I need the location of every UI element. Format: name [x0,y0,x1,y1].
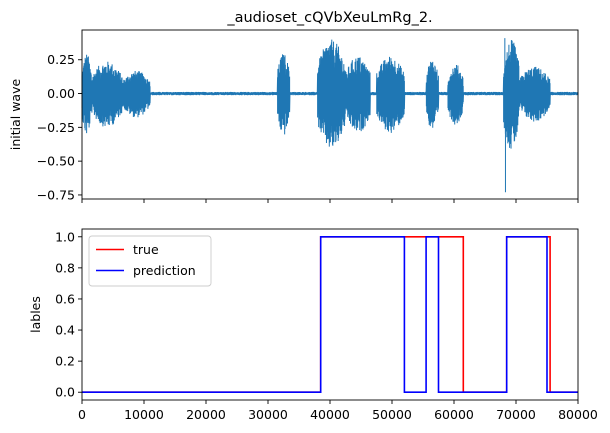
labels-y-axis-label: lables [28,296,43,333]
legend-label-prediction: prediction [133,263,196,278]
labels-subplot: 0.0 0.2 0.4 0.6 0.8 1.0 0 10000 20000 30000 40000… [28,228,598,422]
chart-title: _audioset_cQVbXeuLmRg_2. [226,10,432,26]
waveform-line [81,38,579,193]
labels-x-tick-label: 80000 [558,407,598,422]
legend: true prediction [88,235,212,287]
labels-y-tick-label: 0.8 [55,260,75,275]
labels-y-tick-label: 0.4 [55,323,75,338]
labels-x-tick-label: 0 [78,407,86,422]
labels-x-tick-label: 10000 [124,407,164,422]
labels-x-tick-label: 60000 [434,407,474,422]
labels-y-tick-label: 0.6 [55,291,75,306]
waveform-y-tick-label: −0.75 [37,187,75,202]
waveform-series [81,38,579,193]
waveform-y-tick-label: −0.50 [37,154,75,169]
waveform-x-ticks [81,199,579,203]
waveform-y-axis-label: initial wave [8,79,23,151]
label-series-lines [82,235,578,394]
labels-y-ticks: 0.0 0.2 0.4 0.6 0.8 1.0 [55,229,82,400]
waveform-subplot: _audioset_cQVbXeuLmRg_2. −0.75 −0.50 −0.25… [8,10,579,203]
legend-box [88,235,212,287]
labels-x-tick-label: 50000 [372,407,412,422]
labels-y-tick-label: 0.0 [55,385,75,400]
legend-label-true: true [133,242,159,257]
labels-x-tick-label: 40000 [310,407,350,422]
waveform-y-tick-label: 0.00 [47,86,75,101]
labels-y-tick-label: 1.0 [55,229,75,244]
waveform-y-tick-label: 0.25 [47,52,75,67]
waveform-y-ticks: −0.75 −0.50 −0.25 0.00 0.25 [37,52,82,202]
labels-y-tick-label: 0.2 [55,354,75,369]
labels-x-tick-label: 20000 [186,407,226,422]
labels-x-ticks: 0 10000 20000 30000 40000 50000 60000 70000 8000… [78,400,598,422]
labels-x-tick-label: 70000 [496,407,536,422]
series-line-prediction [82,235,578,394]
labels-x-tick-label: 30000 [248,407,288,422]
waveform-y-tick-label: −0.25 [37,120,75,135]
